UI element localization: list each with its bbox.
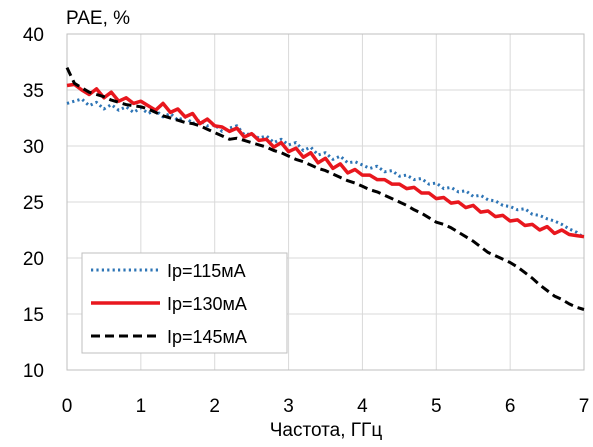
y-tick-label: 25 xyxy=(23,193,44,214)
y-tick-label: 15 xyxy=(23,305,44,326)
x-tick-label: 6 xyxy=(505,396,516,417)
legend-label: Ip=130мА xyxy=(167,294,247,314)
y-tick-label: 10 xyxy=(23,361,44,382)
tick-labels: 0 1 2 3 4 5 6 7 10 15 20 25 30 35 40 xyxy=(23,25,589,417)
legend: Ip=115мА Ip=130мА Ip=145мА xyxy=(81,252,288,354)
x-tick-label: 4 xyxy=(357,396,368,417)
series-line-ip-115- xyxy=(66,97,585,239)
x-tick-label: 0 xyxy=(62,396,73,417)
x-axis-label: Частота, ГГц xyxy=(270,420,383,441)
series-layer xyxy=(65,66,585,311)
legend-label: Ip=145мА xyxy=(167,327,247,347)
legend-label: Ip=115мА xyxy=(167,261,246,281)
x-tick-label: 5 xyxy=(431,396,442,417)
x-tick-label: 7 xyxy=(579,396,590,417)
y-axis-label: PAE, % xyxy=(66,8,130,29)
series-line-ip-145- xyxy=(65,66,585,311)
x-tick-label: 3 xyxy=(283,396,294,417)
y-tick-label: 35 xyxy=(23,81,44,102)
x-tick-label: 1 xyxy=(136,396,147,417)
y-tick-label: 20 xyxy=(23,249,44,270)
y-tick-label: 40 xyxy=(23,25,44,46)
x-tick-label: 2 xyxy=(209,396,220,417)
plot-area-border xyxy=(66,33,585,371)
series-line-ip-130- xyxy=(66,82,585,239)
y-tick-label: 30 xyxy=(23,137,44,158)
